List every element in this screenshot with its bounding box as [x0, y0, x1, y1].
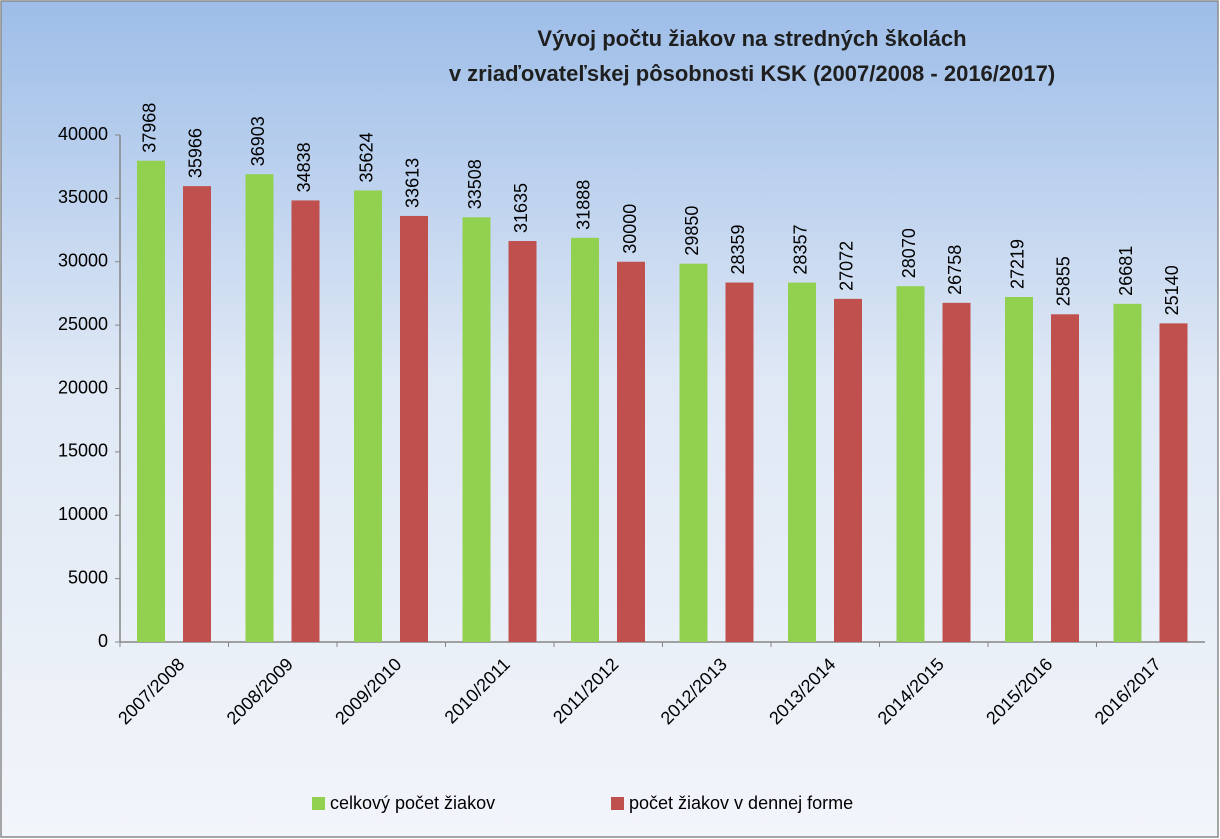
value-label: 29850 [682, 206, 702, 256]
bar [1051, 314, 1079, 642]
value-label: 34838 [294, 142, 314, 192]
y-tick-label: 25000 [58, 314, 108, 334]
chart-title: v zriaďovateľskej pôsobnosti KSK (2007/2… [449, 61, 1055, 86]
value-label: 31888 [574, 180, 594, 230]
legend-label: počet žiakov v dennej forme [629, 793, 853, 813]
value-label: 31635 [511, 183, 531, 233]
chart-title: Vývoj počtu žiakov na stredných školách [537, 26, 966, 51]
value-label: 28359 [728, 224, 748, 274]
value-label: 26681 [1116, 246, 1136, 296]
bar [1005, 296, 1033, 642]
bar [291, 200, 320, 642]
value-label: 28070 [899, 228, 919, 278]
value-label: 26758 [945, 245, 965, 295]
bar [183, 186, 211, 642]
value-label: 37968 [140, 103, 160, 153]
bar [788, 282, 816, 642]
legend-swatch [611, 797, 624, 810]
legend-swatch [312, 797, 325, 810]
y-tick-label: 10000 [58, 504, 108, 524]
value-label: 33508 [465, 159, 485, 209]
bar [834, 298, 862, 642]
value-label: 30000 [620, 204, 640, 254]
bar [725, 282, 754, 642]
y-tick-label: 15000 [58, 441, 108, 461]
y-tick-label: 35000 [58, 187, 108, 207]
y-tick-label: 30000 [58, 251, 108, 271]
bar [508, 241, 537, 643]
bar [245, 174, 274, 643]
value-label: 36903 [248, 116, 268, 166]
legend-label: celkový počet žiakov [330, 793, 495, 813]
value-label: 25140 [1162, 265, 1182, 315]
bar [1159, 323, 1188, 642]
bar [679, 263, 708, 642]
y-tick-label: 20000 [58, 377, 108, 397]
y-tick-label: 40000 [58, 124, 108, 144]
y-tick-label: 5000 [68, 567, 108, 587]
value-label: 35624 [357, 132, 377, 182]
bar [571, 237, 599, 643]
value-label: 33613 [403, 158, 423, 208]
bar [400, 215, 428, 642]
value-label: 25855 [1054, 256, 1074, 306]
bar [462, 217, 491, 642]
bar [137, 160, 165, 642]
y-tick-label: 0 [98, 631, 108, 651]
bar [896, 286, 925, 642]
bar [354, 190, 382, 642]
value-label: 27072 [837, 241, 857, 291]
bar [617, 261, 645, 642]
bar [1113, 303, 1142, 642]
value-label: 28357 [791, 225, 811, 275]
value-label: 35966 [186, 128, 206, 178]
bar [942, 302, 971, 642]
value-label: 27219 [1008, 239, 1028, 289]
